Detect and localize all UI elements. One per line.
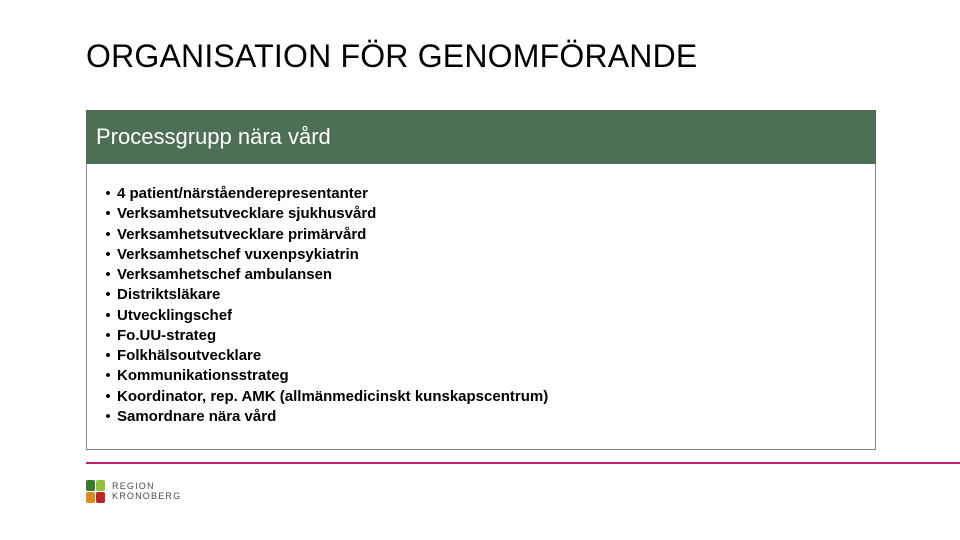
bullet-icon: •: [99, 326, 117, 346]
bullet-icon: •: [99, 346, 117, 366]
bullet-icon: •: [99, 225, 117, 245]
list-item-label: Kommunikationsstrateg: [117, 366, 289, 386]
list-item: •Verksamhetschef ambulansen: [99, 265, 865, 285]
logo-line-2: KRONOBERG: [112, 492, 181, 502]
list-item: •Verksamhetsutvecklare sjukhusvård: [99, 204, 865, 224]
list-item: •Utvecklingschef: [99, 306, 865, 326]
content-box: •4 patient/närståenderepresentanter •Ver…: [86, 164, 876, 450]
list-item: •Verksamhetsutvecklare primärvård: [99, 225, 865, 245]
bullet-icon: •: [99, 387, 117, 407]
bullet-icon: •: [99, 245, 117, 265]
list-item-label: Folkhälsoutvecklare: [117, 346, 261, 366]
bullet-icon: •: [99, 184, 117, 204]
logo-icon: [86, 480, 106, 504]
bullet-icon: •: [99, 204, 117, 224]
list-item-label: Verksamhetschef ambulansen: [117, 265, 332, 285]
bullet-icon: •: [99, 285, 117, 305]
list-item: •Distriktsläkare: [99, 285, 865, 305]
list-item-label: Samordnare nära vård: [117, 407, 276, 427]
page-title: ORGANISATION FÖR GENOMFÖRANDE: [86, 38, 697, 75]
list-item-label: 4 patient/närståenderepresentanter: [117, 184, 368, 204]
list-item-label: Verksamhetschef vuxenpsykiatrin: [117, 245, 359, 265]
bullet-icon: •: [99, 366, 117, 386]
list-item-label: Verksamhetsutvecklare primärvård: [117, 225, 366, 245]
list-item-label: Utvecklingschef: [117, 306, 232, 326]
bullet-list: •4 patient/närståenderepresentanter •Ver…: [99, 184, 865, 427]
bullet-icon: •: [99, 306, 117, 326]
section-banner: Processgrupp nära vård: [86, 110, 876, 164]
list-item: •Fo.UU-strateg: [99, 326, 865, 346]
list-item: •4 patient/närståenderepresentanter: [99, 184, 865, 204]
list-item-label: Koordinator, rep. AMK (allmänmedicinskt …: [117, 387, 548, 407]
list-item: •Verksamhetschef vuxenpsykiatrin: [99, 245, 865, 265]
list-item-label: Distriktsläkare: [117, 285, 220, 305]
logo: REGION KRONOBERG: [86, 480, 181, 504]
list-item-label: Verksamhetsutvecklare sjukhusvård: [117, 204, 376, 224]
banner-label: Processgrupp nära vård: [96, 124, 331, 150]
list-item: •Koordinator, rep. AMK (allmänmedicinskt…: [99, 387, 865, 407]
bullet-icon: •: [99, 407, 117, 427]
list-item: •Samordnare nära vård: [99, 407, 865, 427]
slide: ORGANISATION FÖR GENOMFÖRANDE Processgru…: [0, 0, 960, 540]
logo-text: REGION KRONOBERG: [112, 482, 181, 502]
list-item: •Kommunikationsstrateg: [99, 366, 865, 386]
list-item: •Folkhälsoutvecklare: [99, 346, 865, 366]
accent-divider: [86, 462, 960, 464]
bullet-icon: •: [99, 265, 117, 285]
list-item-label: Fo.UU-strateg: [117, 326, 216, 346]
